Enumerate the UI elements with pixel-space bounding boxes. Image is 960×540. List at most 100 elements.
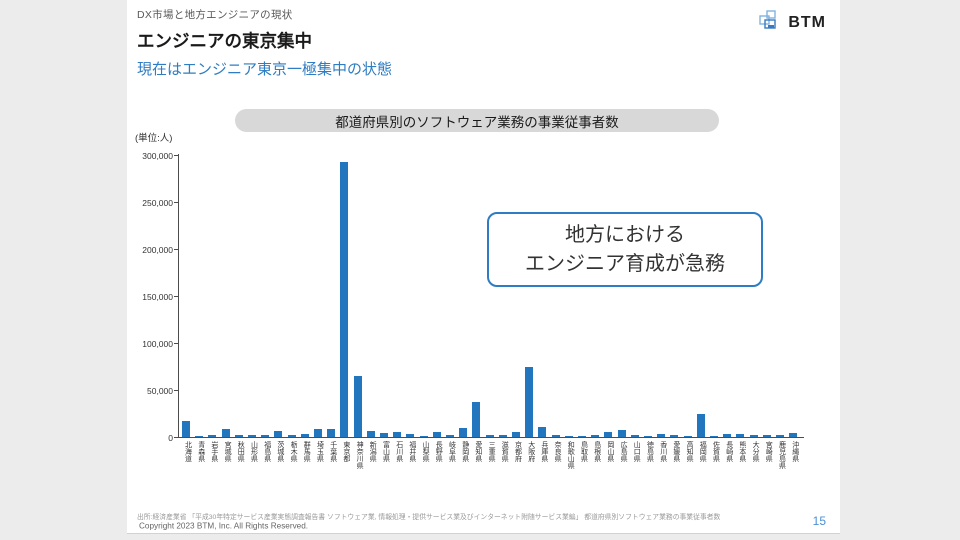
x-tick-label: 宮崎県 xyxy=(765,441,773,462)
x-axis-line xyxy=(178,437,804,438)
x-tick-label: 富山県 xyxy=(382,441,390,462)
x-tick-label: 茨城県 xyxy=(276,441,284,462)
y-tick-mark xyxy=(174,296,178,297)
bar-長野県 xyxy=(432,431,441,437)
x-tick-label: 三重県 xyxy=(488,441,496,462)
x-tick-label: 大阪府 xyxy=(527,441,535,462)
bar-岡山県 xyxy=(604,431,613,437)
x-tick-label: 栃木県 xyxy=(290,441,298,462)
x-tick-label: 福岡県 xyxy=(699,441,707,462)
bar-大分県 xyxy=(749,435,758,437)
btm-logo-icon xyxy=(758,9,784,36)
bar-佐賀県 xyxy=(710,436,718,437)
y-tick-mark xyxy=(174,437,178,438)
bar-新潟県 xyxy=(366,431,375,437)
x-tick-label: 香川県 xyxy=(659,441,667,462)
callout-text-line2: エンジニア育成が急務 xyxy=(525,252,725,275)
bar-石川県 xyxy=(393,432,402,437)
slide: DX市場と地方エンジニアの現状 エンジニアの東京集中 現在はエンジニア東京一極集… xyxy=(127,0,840,534)
x-tick-label: 千葉県 xyxy=(329,441,337,462)
x-tick-label: 佐賀県 xyxy=(712,441,720,462)
x-tick-label: 和歌山県 xyxy=(567,441,575,469)
x-tick-label: 神奈川県 xyxy=(356,441,364,469)
x-tick-label: 愛媛県 xyxy=(672,441,680,462)
bar-福井県 xyxy=(406,434,415,437)
x-tick-label: 石川県 xyxy=(395,441,403,462)
bar-京都府 xyxy=(512,431,520,437)
bar-鳥取県 xyxy=(578,436,586,437)
bar-愛知県 xyxy=(472,402,481,437)
bar-広島県 xyxy=(617,430,626,437)
btm-logo: BTM xyxy=(758,9,826,36)
bar-山形県 xyxy=(248,435,256,437)
bar-福島県 xyxy=(261,434,270,437)
bar-鹿児島県 xyxy=(776,434,784,437)
x-tick-label: 熊本県 xyxy=(738,441,746,462)
bar-沖縄県 xyxy=(789,433,798,437)
bar-高知県 xyxy=(683,436,692,437)
y-axis-unit-label: (単位:人) xyxy=(135,133,173,144)
x-tick-label: 山梨県 xyxy=(422,441,430,462)
bar-群馬県 xyxy=(300,433,309,437)
x-tick-label: 山形県 xyxy=(250,441,258,462)
bar-兵庫県 xyxy=(538,427,547,437)
x-tick-label: 岡山県 xyxy=(606,441,614,462)
y-tick-label: 50,000 xyxy=(147,385,173,396)
x-tick-label: 高知県 xyxy=(686,441,694,462)
bar-静岡県 xyxy=(459,427,468,437)
x-tick-label: 兵庫県 xyxy=(540,441,548,462)
subtitle: 現在はエンジニア東京一極集中の状態 xyxy=(137,61,393,78)
y-tick-label: 300,000 xyxy=(142,150,173,161)
bar-千葉県 xyxy=(327,428,336,437)
bar-熊本県 xyxy=(736,433,745,437)
y-tick-mark xyxy=(174,202,178,203)
bar-茨城県 xyxy=(274,431,283,437)
x-tick-label: 長野県 xyxy=(435,441,443,462)
x-tick-label: 秋田県 xyxy=(237,441,245,462)
bar-長崎県 xyxy=(723,434,732,437)
bar-埼玉県 xyxy=(314,428,322,437)
x-tick-label: 新潟県 xyxy=(369,441,377,462)
x-tick-label: 鹿児島県 xyxy=(778,441,786,469)
bar-香川県 xyxy=(657,434,666,437)
bar-愛媛県 xyxy=(670,434,679,437)
btm-logo-text: BTM xyxy=(788,13,826,31)
bar-山梨県 xyxy=(419,435,428,437)
chart-title-banner: 都道府県別のソフトウェア業務の事業従事者数 xyxy=(235,109,719,132)
x-tick-label: 静岡県 xyxy=(461,441,469,462)
x-tick-label: 広島県 xyxy=(620,441,628,462)
y-tick-mark xyxy=(174,390,178,391)
x-tick-label: 埼玉県 xyxy=(316,441,324,462)
bar-北海道 xyxy=(182,421,190,437)
y-tick-label: 250,000 xyxy=(142,197,173,208)
y-tick-mark xyxy=(174,155,178,156)
y-tick-label: 0 xyxy=(168,432,173,443)
bar-栃木県 xyxy=(287,434,296,437)
y-tick-mark xyxy=(174,343,178,344)
source-note: 出所:経済産業省 「平成30年特定サービス産業実態調査報告書 ソフトウェア業, … xyxy=(137,513,721,522)
x-tick-label: 群馬県 xyxy=(303,441,311,462)
bar-山口県 xyxy=(630,434,639,437)
bar-和歌山県 xyxy=(564,435,573,437)
bar-大阪府 xyxy=(525,367,534,437)
x-tick-label: 岐阜県 xyxy=(448,441,456,462)
bar-富山県 xyxy=(380,433,388,437)
bar-島根県 xyxy=(591,435,600,437)
x-tick-label: 北海道 xyxy=(184,441,192,462)
bar-三重県 xyxy=(485,434,494,437)
y-axis-line xyxy=(178,154,179,438)
bar-東京都 xyxy=(340,161,349,437)
chart: 0 50,000 100,000 150,000 200,000 250,000 300,0… xyxy=(127,0,840,534)
x-tick-label: 徳島県 xyxy=(646,441,654,462)
bar-徳島県 xyxy=(644,435,652,437)
bar-秋田県 xyxy=(234,435,243,437)
y-tick-mark xyxy=(174,249,178,250)
x-tick-label: 東京都 xyxy=(342,441,350,462)
y-tick-label: 150,000 xyxy=(142,291,173,302)
x-tick-label: 奈良県 xyxy=(554,441,562,462)
bar-奈良県 xyxy=(551,435,560,437)
page-number: 15 xyxy=(812,514,826,528)
bar-宮崎県 xyxy=(762,435,771,437)
callout-box: 地方における エンジニア育成が急務 xyxy=(487,212,763,287)
